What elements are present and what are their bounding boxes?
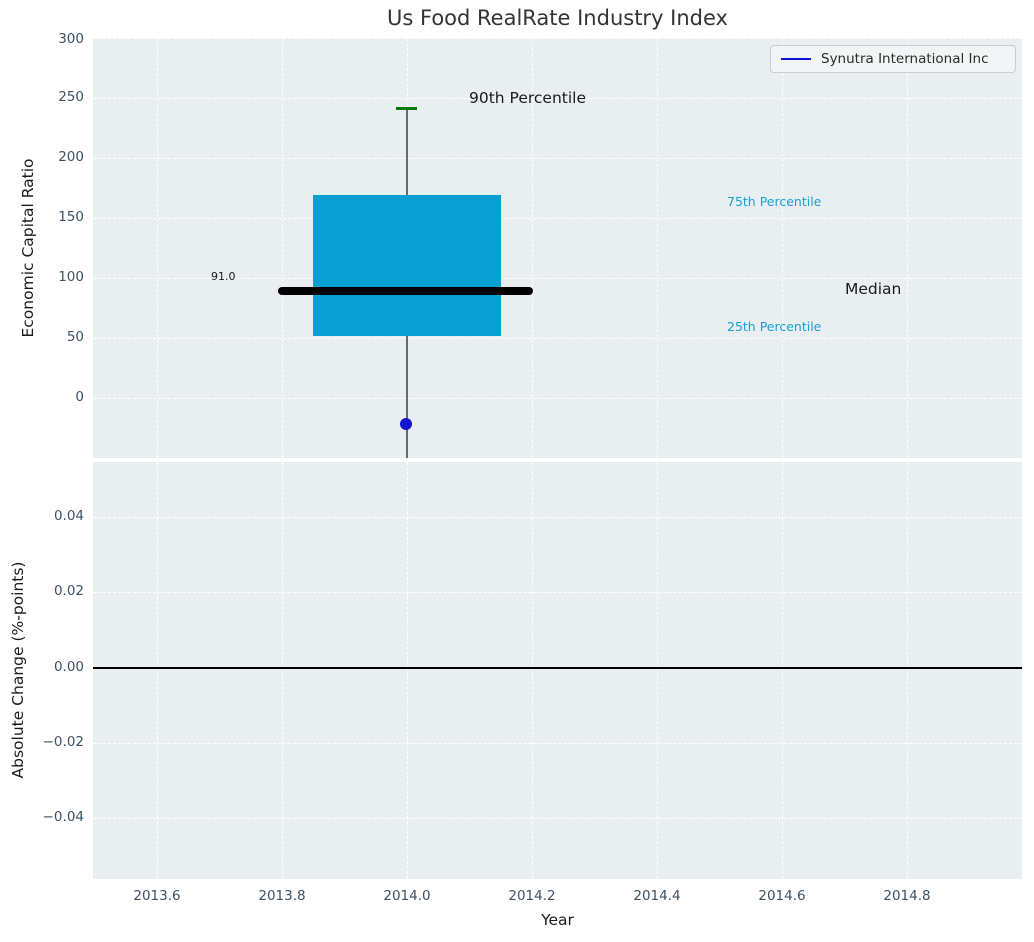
iqr-box	[313, 195, 501, 336]
v-gridline	[282, 462, 283, 879]
v-gridline	[282, 38, 283, 458]
y-axis-label-top: Economic Capital Ratio	[19, 158, 37, 338]
h-gridline	[93, 743, 1022, 744]
v-gridline	[657, 38, 658, 458]
v-gridline	[782, 462, 783, 879]
top-axes: 91.0 90th Percentile 75th Percentile Med…	[93, 38, 1022, 458]
ytick-label: −0.02	[42, 734, 84, 750]
p75-label: 75th Percentile	[727, 194, 822, 209]
v-gridline	[157, 38, 158, 458]
h-gridline	[93, 398, 1022, 399]
v-gridline	[907, 38, 908, 458]
v-gridline	[907, 462, 908, 879]
ytick-label: 0.02	[53, 583, 84, 599]
legend-line-sample	[781, 57, 811, 61]
h-gridline	[93, 517, 1022, 518]
whisker-cap-90th-percentile	[396, 107, 417, 110]
median-label: Median	[845, 280, 902, 298]
ytick-label: 50	[66, 329, 84, 345]
x-axis-label: Year	[541, 911, 574, 929]
xtick-label: 2014.8	[883, 888, 931, 904]
v-gridline	[407, 462, 408, 879]
xtick-label: 2013.6	[133, 888, 181, 904]
median-value-label: 91.0	[211, 270, 236, 283]
legend: Synutra International Inc	[770, 45, 1016, 73]
xtick-label: 2014.4	[633, 888, 681, 904]
ytick-label: 0.00	[53, 659, 84, 675]
chart-title: Us Food RealRate Industry Index	[387, 6, 728, 30]
ytick-label: 250	[58, 89, 84, 105]
p90-label: 90th Percentile	[469, 89, 587, 107]
v-gridline	[532, 38, 533, 458]
ytick-label: 300	[58, 31, 84, 47]
h-gridline	[93, 338, 1022, 339]
ytick-label: 0.04	[53, 508, 84, 524]
xtick-label: 2013.8	[258, 888, 306, 904]
h-gridline	[93, 98, 1022, 99]
ytick-label: −0.04	[42, 809, 84, 825]
xtick-label: 2014.0	[383, 888, 431, 904]
v-gridline	[782, 38, 783, 458]
ytick-label: 100	[58, 269, 84, 285]
h-gridline	[93, 592, 1022, 593]
h-gridline	[93, 38, 1022, 39]
xtick-label: 2014.2	[508, 888, 556, 904]
v-gridline	[657, 462, 658, 879]
v-gridline	[157, 462, 158, 879]
legend-label: Synutra International Inc	[821, 51, 989, 67]
ytick-label: 150	[58, 209, 84, 225]
ytick-label: 200	[58, 149, 84, 165]
company-point	[400, 418, 412, 430]
v-gridline	[532, 462, 533, 879]
p25-label: 25th Percentile	[727, 319, 822, 334]
h-gridline	[93, 818, 1022, 819]
median-line	[278, 287, 533, 295]
bottom-axes	[93, 462, 1022, 879]
h-gridline	[93, 278, 1022, 279]
h-gridline	[93, 158, 1022, 159]
ytick-label: 0	[75, 389, 84, 405]
h-gridline	[93, 218, 1022, 219]
y-axis-label-bottom: Absolute Change (%-points)	[9, 561, 27, 779]
zero-reference-line	[93, 667, 1022, 669]
xtick-label: 2014.6	[758, 888, 806, 904]
